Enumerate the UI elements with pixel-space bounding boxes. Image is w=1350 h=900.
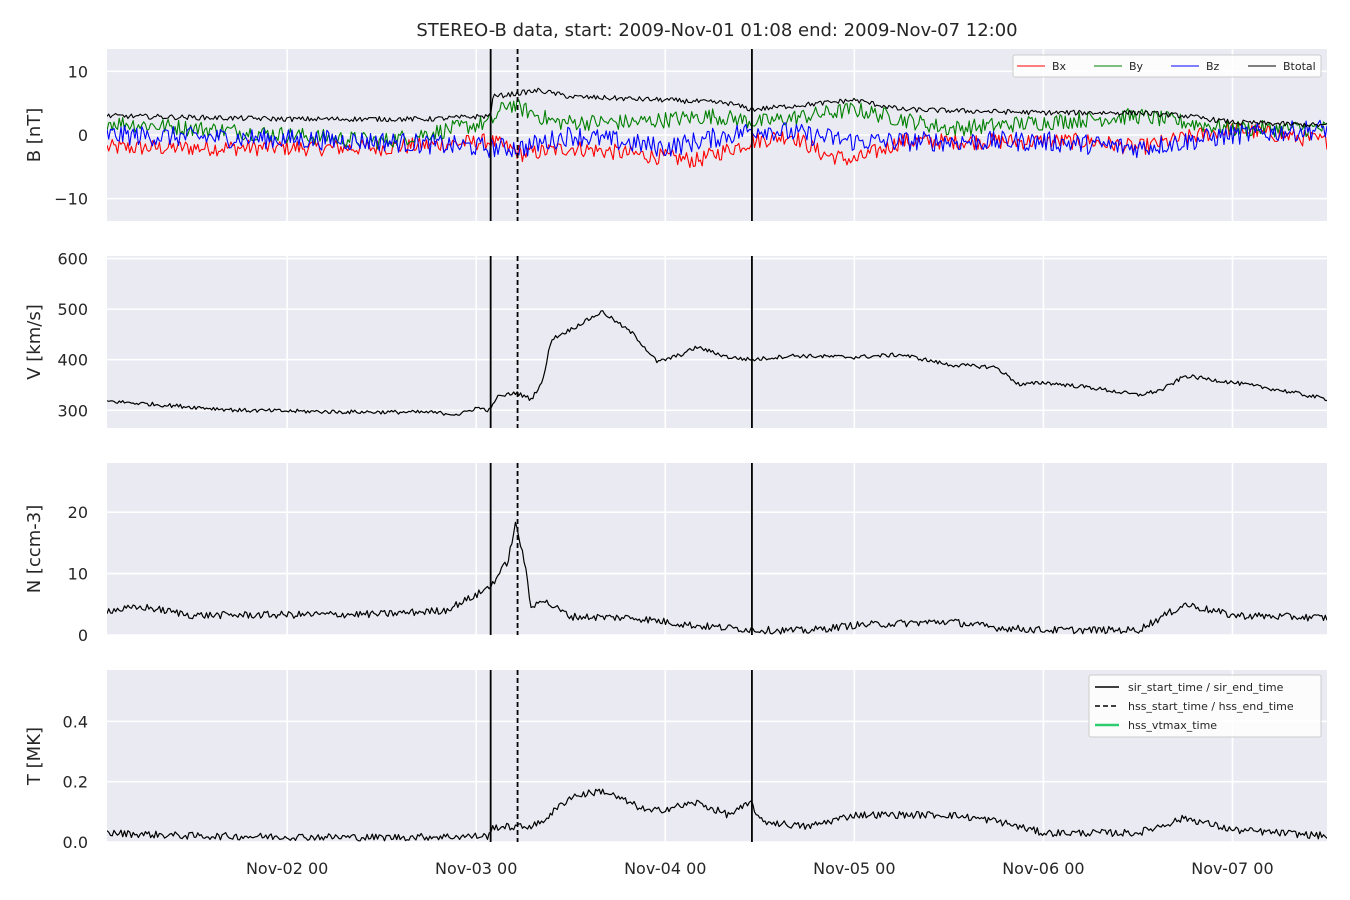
legend-box [1012,54,1322,78]
x-tick-label: Nov-06 00 [1002,859,1084,878]
panel-data [107,310,1327,416]
y-axis-label: T [MK] [24,727,45,786]
series-line-n [107,521,1327,635]
panel-background [107,463,1327,635]
y-tick-label: 500 [57,300,88,319]
x-tick-label: Nov-03 00 [435,859,517,878]
legend-label-by: By [1129,60,1144,73]
panels: 10 0 −10 B [nT] Bx By Bz Btotal 600 500 400 300 V [k… [24,49,1327,878]
y-tick-label: 0 [78,126,88,145]
panel-B: 10 0 −10 B [nT] Bx By Bz Btotal [24,49,1327,221]
legend-label-bx: Bx [1052,60,1067,73]
y-tick-label: 0.2 [63,773,88,792]
y-tick-label: 300 [57,401,88,420]
y-axis-label: V [km/s] [24,304,45,379]
legend-label: sir_start_time / sir_end_time [1128,681,1284,694]
y-tick-label: 600 [57,250,88,269]
y-axis-label: N [ccm-3] [24,505,45,594]
x-tick-label: Nov-05 00 [813,859,895,878]
series-line-bz [107,119,1327,159]
legend-label: hss_start_time / hss_end_time [1128,700,1294,713]
series-line-t [107,788,1327,842]
x-tick-label: Nov-02 00 [246,859,328,878]
panel-data [107,788,1327,842]
y-tick-label: 10 [68,565,88,584]
legend-label: hss_vtmax_time [1128,719,1217,732]
y-tick-label: −10 [54,190,88,209]
y-tick-label: 0.4 [63,712,88,731]
series-line-btotal [107,87,1327,128]
legend-label-btotal: Btotal [1283,60,1316,73]
x-tick-label: Nov-07 00 [1191,859,1273,878]
y-tick-label: 400 [57,351,88,370]
y-tick-label: 0 [78,626,88,645]
y-tick-label: 20 [68,503,88,522]
panel-data [107,521,1327,635]
legend-label-bz: Bz [1206,60,1220,73]
y-tick-label: 0.0 [63,833,88,852]
legend-box [1088,674,1322,738]
panel-V: 600 500 400 300 V [km/s] [24,250,1327,428]
panel-T: 0.4 0.2 0.0 T [MK] sir_start_time / sir_end_… [24,670,1327,852]
y-tick-label: 10 [68,62,88,81]
panel-background [107,256,1327,428]
y-axis-label: B [nT] [24,108,45,163]
series-line-v [107,310,1327,416]
x-tick-label: Nov-04 00 [624,859,706,878]
panel-N: 20 10 0 N [ccm-3] [24,463,1327,645]
chart-title: STEREO-B data, start: 2009-Nov-01 01:08 … [416,20,1017,41]
panel-data [107,87,1327,169]
